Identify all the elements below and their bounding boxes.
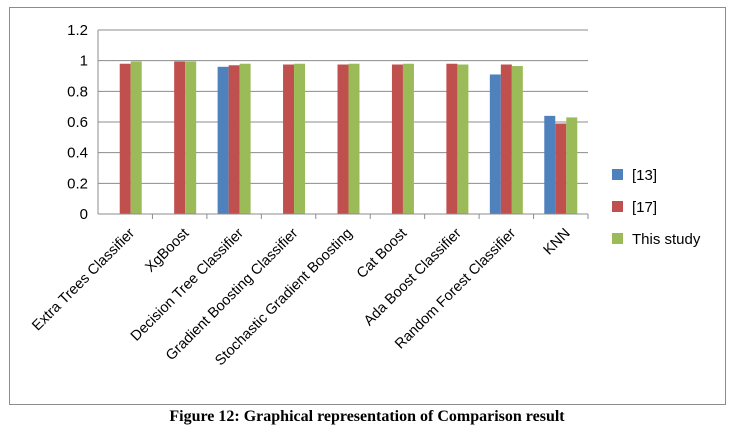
bar [337,64,349,214]
bar [217,66,229,214]
y-tick-label: 1.2 [67,22,88,39]
bar [348,63,360,214]
bar [294,63,306,214]
y-tick-label: 0.8 [67,83,88,100]
y-tick-label: 1 [80,53,88,70]
bar [119,63,131,214]
bar [555,123,567,214]
legend-swatch [612,233,623,244]
bar [174,61,186,214]
bar [283,64,295,214]
x-tick-label: Decision Tree Classifier [128,225,247,344]
x-tick-label: XgBoost [142,226,192,276]
bar [402,63,414,214]
bar [446,63,458,214]
bar [228,65,240,215]
bar [500,64,512,214]
y-tick-label: 0.6 [67,114,88,131]
bar [489,74,501,214]
bar [511,66,523,215]
legend-label: This study [632,231,701,248]
legend: [13] [17] This study [612,167,701,248]
bar [185,61,197,214]
y-tick-label: 0.4 [67,145,88,162]
bar [239,63,251,214]
y-tick-label: 0 [80,206,88,223]
bars [119,61,578,215]
x-tick-label: Ada Boost Classifier [361,225,465,329]
x-tick-label: KNN [541,226,574,259]
legend-label: [17] [632,199,657,216]
legend-label: [13] [632,167,657,184]
y-tick-label: 0.2 [67,175,88,192]
legend-swatch [612,201,623,212]
y-tick-labels: 0 0.2 0.4 0.6 0.8 1 1.2 [67,22,88,223]
axes [97,30,589,219]
bar [457,64,469,214]
bar [391,64,403,214]
bar [130,61,142,214]
x-tick-label: Cat Boost [354,226,410,282]
x-tick-label: Extra Trees Classifier [29,225,138,334]
legend-swatch [612,169,623,180]
figure-caption: Figure 12: Graphical representation of C… [169,408,565,425]
bar [544,115,556,214]
comparison-bar-chart: 0 0.2 0.4 0.6 0.8 1 1.2 Extra Trees Classifier… [29,22,701,369]
bar [566,117,578,214]
